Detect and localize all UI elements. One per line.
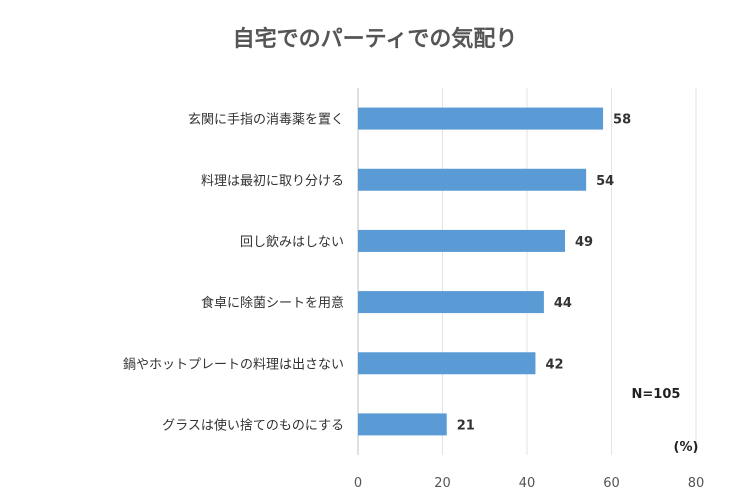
x-tick-label: 80	[688, 476, 705, 491]
bar-value-label: 49	[575, 235, 593, 250]
category-label: 食卓に除菌シートを用意	[201, 295, 344, 311]
bars: 58 54 49 44 42 21	[358, 107, 631, 436]
category-label: 玄関に手指の消毒薬を置く	[188, 113, 344, 128]
category-label: 鍋やホットプレートの料理は出さない	[123, 356, 344, 372]
category-labels: 玄関に手指の消毒薬を置く料理は最初に取り分ける回し飲みはしない食卓に除菌シートを…	[123, 113, 344, 434]
x-tick-label: 20	[434, 476, 451, 491]
bar	[358, 352, 536, 375]
bar-value-label: 42	[545, 357, 563, 372]
bar-value-label: 54	[596, 174, 614, 189]
chart-title: 自宅でのパーティでの気配り	[233, 26, 518, 52]
category-label: 料理は最初に取り分ける	[201, 174, 344, 189]
x-tick-label: 0	[354, 476, 362, 491]
sample-size-note: N=105	[632, 387, 681, 402]
category-label: 回し飲みはしない	[240, 234, 344, 250]
bar	[358, 413, 447, 436]
grid-lines	[357, 88, 697, 455]
unit-label: (%)	[674, 440, 699, 455]
category-label: グラスは使い捨てのものにする	[162, 417, 344, 433]
x-tick-label: 40	[519, 476, 536, 491]
x-tick-label: 60	[603, 476, 620, 491]
x-axis-ticks: 0 20 40 60 80	[354, 476, 704, 491]
bar-value-label: 21	[457, 418, 475, 433]
bar-value-label: 44	[554, 296, 572, 311]
bar	[358, 291, 544, 314]
bar	[358, 107, 604, 130]
bar	[358, 229, 566, 252]
bar	[358, 168, 587, 191]
bar-value-label: 58	[613, 113, 631, 128]
